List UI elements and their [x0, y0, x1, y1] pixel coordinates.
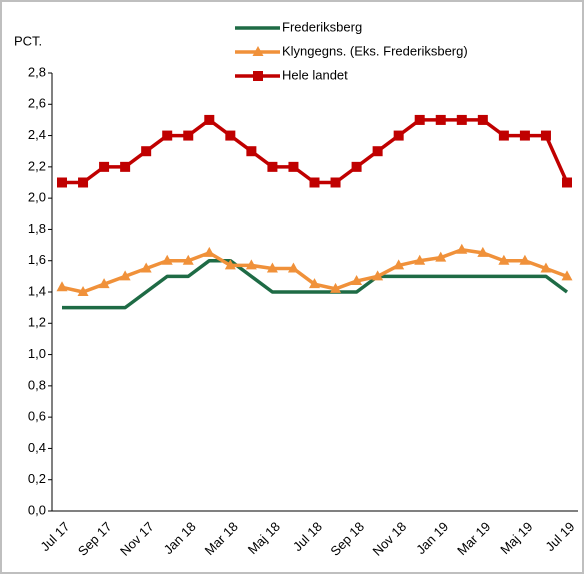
y-tick-label: 1,4	[28, 283, 46, 298]
marker-triangle	[456, 243, 468, 254]
marker-square	[540, 130, 551, 141]
y-tick-label: 0,4	[28, 440, 46, 455]
marker-square	[288, 161, 299, 172]
unit-label: PCT.	[14, 33, 42, 48]
marker-square	[393, 130, 404, 141]
marker-triangle	[330, 282, 342, 293]
marker-triangle	[266, 262, 278, 273]
marker-square	[372, 146, 383, 157]
marker-triangle	[203, 246, 215, 257]
marker-square	[309, 177, 320, 188]
marker-square	[246, 146, 257, 157]
marker-triangle	[309, 278, 320, 289]
marker-square	[225, 130, 236, 141]
marker-square	[162, 130, 173, 141]
marker-square	[78, 177, 89, 188]
legend-marker	[253, 71, 263, 81]
marker-triangle	[540, 262, 552, 273]
y-tick-label: 2,6	[28, 96, 46, 111]
marker-square	[183, 130, 194, 141]
marker-square	[57, 177, 67, 188]
marker-triangle	[519, 254, 531, 265]
marker-triangle	[224, 259, 236, 270]
marker-triangle	[435, 251, 447, 262]
y-tick-label: 1,6	[28, 252, 46, 267]
y-tick-label: 1,0	[28, 346, 46, 361]
y-tick-label: 2,8	[28, 64, 46, 79]
marker-triangle	[245, 259, 257, 270]
marker-triangle	[561, 270, 573, 281]
marker-triangle	[414, 254, 426, 265]
marker-square	[330, 177, 341, 188]
marker-triangle	[56, 281, 68, 292]
y-tick-label: 0,2	[28, 471, 46, 486]
legend-label: Frederiksberg	[282, 19, 362, 34]
marker-triangle	[287, 262, 299, 273]
marker-square	[477, 114, 488, 125]
y-tick-label: 1,8	[28, 221, 46, 236]
series-line	[62, 258, 569, 310]
marker-square	[120, 161, 131, 172]
marker-triangle	[161, 254, 173, 265]
marker-triangle	[372, 270, 384, 281]
marker-triangle	[140, 262, 152, 273]
y-tick-label: 0,0	[28, 502, 46, 517]
marker-triangle	[98, 278, 110, 289]
marker-square	[267, 161, 278, 172]
marker-square	[351, 161, 362, 172]
marker-square	[435, 114, 446, 125]
marker-triangle	[119, 270, 131, 281]
marker-square	[99, 161, 110, 172]
y-tick-label: 2,4	[28, 127, 46, 142]
y-tick-label: 2,2	[28, 158, 46, 173]
marker-triangle	[393, 259, 405, 270]
marker-square	[519, 130, 530, 141]
marker-square	[456, 114, 467, 125]
y-tick-label: 1,2	[28, 315, 46, 330]
legend-marker	[252, 46, 264, 56]
marker-square	[498, 130, 509, 141]
marker-square	[204, 114, 215, 125]
marker-square	[562, 177, 572, 188]
marker-triangle	[477, 246, 489, 257]
legend-label: Hele landet	[282, 67, 348, 82]
marker-triangle	[351, 275, 363, 286]
marker-triangle	[77, 286, 89, 296]
legend-label: Klyngegns. (Eks. Frederiksberg)	[282, 43, 468, 58]
y-tick-label: 0,6	[28, 409, 46, 424]
marker-triangle	[498, 254, 510, 265]
y-tick-label: 2,0	[28, 190, 46, 205]
marker-square	[141, 146, 152, 157]
y-tick-label: 0,8	[28, 377, 46, 392]
marker-square	[414, 114, 425, 125]
marker-triangle	[182, 254, 194, 265]
